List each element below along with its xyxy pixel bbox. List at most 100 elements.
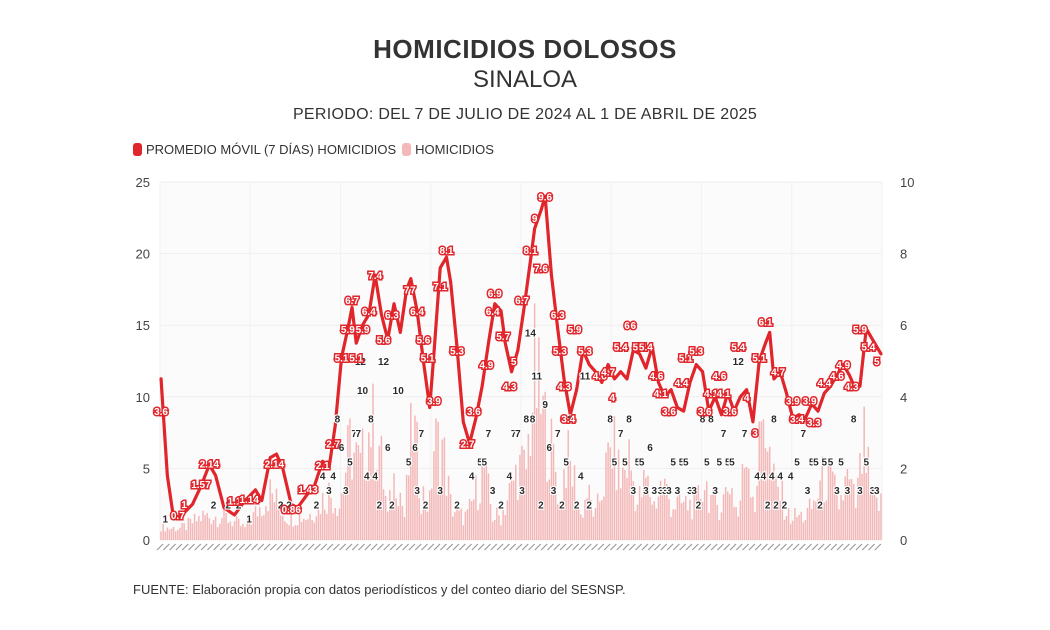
- bar: [766, 451, 769, 540]
- bar: [166, 527, 169, 540]
- bar: [321, 492, 324, 540]
- legend-item-homicides: HOMICIDIOS: [402, 142, 494, 157]
- bar: [384, 495, 387, 540]
- bar: [435, 418, 437, 540]
- bar: [584, 499, 586, 540]
- x-tick-mark: [729, 543, 737, 551]
- bar-data-label: 2: [586, 500, 592, 511]
- bar: [479, 503, 481, 540]
- x-tick-mark: [572, 543, 580, 551]
- x-tick-mark: [225, 543, 233, 551]
- bar: [485, 459, 488, 540]
- bar: [185, 529, 187, 540]
- bar: [685, 496, 687, 540]
- line-data-label: 5.4: [861, 343, 875, 354]
- line-data-label: 5.6: [416, 336, 430, 347]
- bar: [273, 502, 276, 540]
- bar-data-label: 2: [454, 500, 460, 511]
- bar: [628, 439, 630, 540]
- line-data-label: 4.6: [830, 371, 844, 382]
- bar-data-label: 5: [863, 457, 869, 468]
- bar: [615, 490, 618, 540]
- bar-data-label: 3: [691, 486, 697, 497]
- bar: [821, 456, 823, 540]
- line-data-label: 4.1: [704, 389, 718, 400]
- bar: [187, 517, 190, 540]
- x-tick-mark: [307, 543, 315, 551]
- x-tick-mark: [628, 543, 636, 551]
- bar: [605, 452, 607, 540]
- bar: [865, 472, 868, 540]
- bar-data-label: 6: [385, 443, 391, 454]
- bar-data-label: 12: [378, 357, 390, 368]
- bar: [697, 485, 700, 540]
- line-data-label: 2.14: [265, 459, 285, 470]
- bar: [836, 488, 838, 540]
- bar: [561, 503, 563, 540]
- x-tick-mark: [213, 543, 221, 551]
- bar: [445, 496, 448, 540]
- bar-data-label: 5: [347, 457, 353, 468]
- bar: [252, 512, 255, 540]
- bar-data-label: 4: [469, 472, 475, 483]
- bar-data-label: 5: [639, 457, 645, 468]
- bar: [819, 480, 821, 540]
- bar-data-label: 5: [822, 457, 828, 468]
- bar: [559, 500, 561, 540]
- line-data-label: 3.9: [427, 396, 441, 407]
- bar: [170, 528, 173, 540]
- bar: [668, 498, 670, 540]
- bar: [733, 506, 735, 540]
- bar: [869, 487, 872, 540]
- bar: [248, 523, 250, 540]
- bar-data-label: 9: [542, 400, 548, 411]
- bar: [689, 499, 691, 540]
- bar: [850, 478, 853, 540]
- line-data-label: 0.7: [171, 511, 185, 522]
- bar: [319, 514, 322, 540]
- bar-data-label: 3: [845, 486, 851, 497]
- bar: [632, 481, 635, 540]
- x-tick-mark: [591, 543, 598, 551]
- bar-data-label: 2: [211, 500, 217, 511]
- bar: [349, 418, 351, 540]
- x-tick-mark: [836, 543, 844, 551]
- line-data-label: 6.4: [486, 307, 500, 318]
- y-left-tick-label: 0: [143, 533, 150, 548]
- bar: [720, 512, 723, 540]
- bar: [664, 478, 666, 540]
- x-tick-mark: [868, 543, 875, 551]
- bar: [653, 501, 656, 540]
- line-series: [159, 194, 883, 521]
- x-tick-mark: [698, 543, 705, 551]
- bar: [708, 512, 710, 540]
- x-tick-mark: [232, 543, 240, 551]
- bar: [473, 499, 475, 540]
- x-tick-mark: [282, 543, 290, 551]
- bar: [794, 507, 796, 540]
- bar: [871, 492, 874, 540]
- bar: [399, 492, 402, 540]
- x-tick-mark: [798, 543, 806, 551]
- bar: [781, 480, 784, 540]
- bar-data-label: 3: [490, 486, 496, 497]
- line-data-label: 4.7: [601, 368, 615, 379]
- bar-data-label: 5: [704, 457, 710, 468]
- bar: [521, 445, 523, 540]
- bar: [514, 464, 517, 540]
- bar: [624, 469, 626, 540]
- line-data-label: 4.1: [717, 389, 731, 400]
- bar-data-label: 7: [419, 429, 425, 440]
- x-tick-mark: [521, 543, 529, 551]
- line-data-label: 6: [624, 321, 630, 332]
- bar: [214, 516, 217, 540]
- bar-data-label: 3: [437, 486, 443, 497]
- line-data-label: 6.9: [488, 289, 502, 300]
- bar: [483, 467, 486, 540]
- bar: [590, 500, 593, 540]
- bar: [565, 487, 567, 540]
- bar: [695, 489, 698, 540]
- line-data-label: 8.1: [523, 246, 537, 257]
- bar-data-label: 2: [314, 500, 320, 511]
